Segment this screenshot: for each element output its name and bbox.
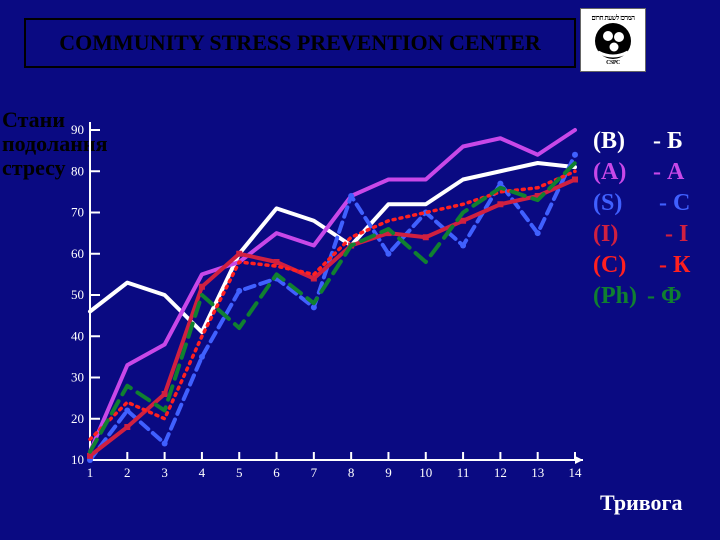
svg-text:11: 11 <box>457 465 470 480</box>
svg-text:1: 1 <box>87 465 94 480</box>
svg-text:3: 3 <box>161 465 168 480</box>
x-axis-label: Тривога <box>600 490 682 516</box>
svg-text:13: 13 <box>531 465 544 480</box>
svg-text:70: 70 <box>71 205 84 220</box>
legend-item: (A) - А <box>593 159 690 186</box>
svg-text:5: 5 <box>236 465 243 480</box>
legend-item: (I) - І <box>593 221 690 248</box>
svg-text:14: 14 <box>569 465 583 480</box>
legend-item: (B) - Б <box>593 128 690 155</box>
svg-text:80: 80 <box>71 163 84 178</box>
svg-text:8: 8 <box>348 465 355 480</box>
svg-text:40: 40 <box>71 328 84 343</box>
svg-text:6: 6 <box>273 465 280 480</box>
line-chart: 1020304050607080901234567891011121314 <box>60 120 590 490</box>
svg-text:9: 9 <box>385 465 392 480</box>
svg-text:10: 10 <box>71 452 84 467</box>
legend-item: (Ph)- Ф <box>593 283 690 310</box>
title-text: COMMUNITY STRESS PREVENTION CENTER <box>59 30 540 56</box>
svg-text:20: 20 <box>71 411 84 426</box>
svg-text:12: 12 <box>494 465 507 480</box>
svg-text:50: 50 <box>71 287 84 302</box>
svg-text:60: 60 <box>71 246 84 261</box>
legend: (B) - Б (A) - А (S) - С (I) - І (C) - К (Ph)-… <box>593 128 690 310</box>
svg-text:4: 4 <box>199 465 206 480</box>
title-box: COMMUNITY STRESS PREVENTION CENTER <box>24 18 576 68</box>
svg-text:7: 7 <box>311 465 318 480</box>
logo-sub: CSPC <box>606 60 620 66</box>
logo-hebrew: המרכז לשעת חרום <box>591 14 634 22</box>
legend-item: (C) - К <box>593 252 690 279</box>
svg-text:90: 90 <box>71 122 84 137</box>
logo-graphic <box>592 22 634 60</box>
logo-box: המרכז לשעת חרום CSPC <box>580 8 646 72</box>
legend-item: (S) - С <box>593 190 690 217</box>
svg-text:2: 2 <box>124 465 131 480</box>
svg-text:30: 30 <box>71 370 84 385</box>
svg-text:10: 10 <box>419 465 432 480</box>
